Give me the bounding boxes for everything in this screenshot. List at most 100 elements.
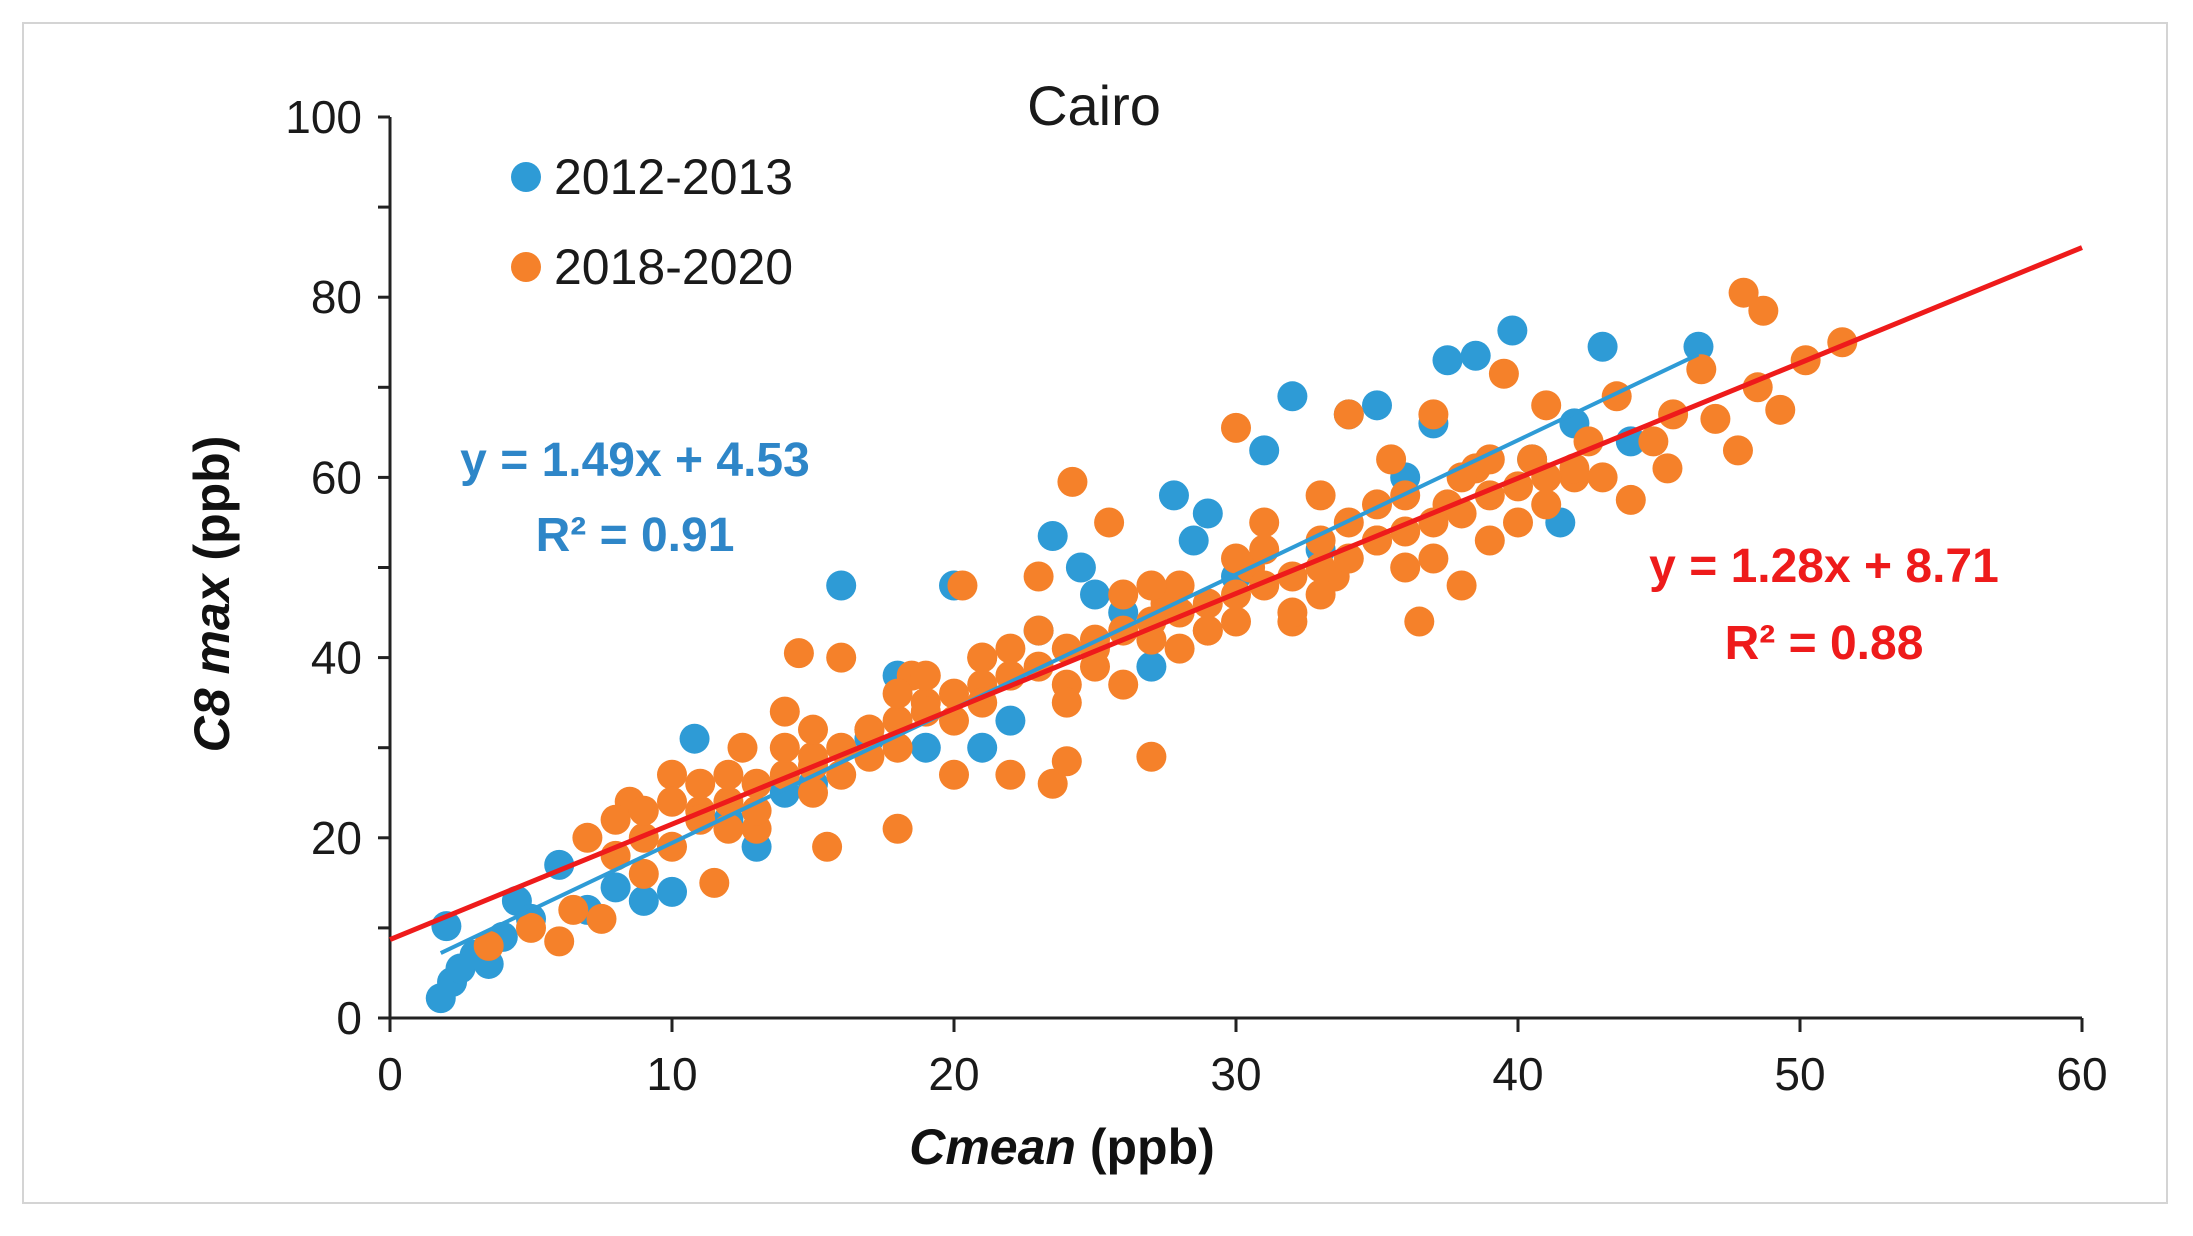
- legend: 2012-2013 2018-2020: [511, 149, 793, 295]
- point-2012-2013: [600, 872, 631, 903]
- point-2018-2020: [1686, 354, 1717, 385]
- point-2018-2020: [769, 696, 800, 727]
- x-tick-label: 50: [1774, 1048, 1825, 1100]
- point-2018-2020: [1136, 741, 1167, 772]
- point-2018-2020: [769, 732, 800, 763]
- point-2018-2020: [995, 633, 1026, 664]
- x-axis-title-italic: Cmean: [909, 1119, 1076, 1175]
- point-2012-2013: [1362, 390, 1392, 421]
- point-2018-2020: [947, 570, 978, 601]
- point-2018-2020: [1722, 435, 1753, 466]
- point-2018-2020: [995, 759, 1026, 790]
- point-2012-2013: [1158, 480, 1189, 511]
- legend-label-2012-2013: 2012-2013: [554, 149, 793, 205]
- point-2012-2013: [1587, 331, 1618, 362]
- point-2018-2020: [826, 642, 857, 673]
- point-2018-2020: [1192, 615, 1223, 646]
- point-2018-2020: [798, 777, 828, 808]
- point-2012-2013: [679, 723, 710, 754]
- y-tick-label: 0: [336, 992, 362, 1044]
- point-2018-2020: [1728, 277, 1759, 308]
- point-2012-2013: [826, 570, 857, 601]
- point-2018-2020: [1652, 453, 1683, 484]
- point-2018-2020: [741, 795, 772, 826]
- point-2018-2020: [1277, 597, 1308, 628]
- point-2018-2020: [727, 732, 758, 763]
- point-2018-2020: [1376, 444, 1407, 475]
- point-2018-2020: [628, 795, 659, 826]
- point-2018-2020: [600, 804, 631, 835]
- x-tick-label: 40: [1492, 1048, 1543, 1100]
- point-2012-2013: [1178, 525, 1209, 556]
- point-2018-2020: [1051, 687, 1082, 718]
- point-2018-2020: [558, 894, 589, 925]
- point-2018-2020: [1080, 651, 1110, 682]
- point-2018-2020: [685, 768, 716, 799]
- point-2012-2013: [967, 732, 998, 763]
- point-2018-2020: [1446, 570, 1477, 601]
- point-2018-2020: [1249, 507, 1280, 538]
- point-2018-2020: [544, 926, 575, 957]
- point-2018-2020: [1638, 426, 1669, 457]
- point-2018-2020: [1023, 615, 1054, 646]
- trendline-2018-2020: [389, 245, 2083, 942]
- point-2012-2013: [1065, 552, 1096, 583]
- point-2018-2020: [1503, 507, 1533, 538]
- x-axis-title-unit: (ppb): [1076, 1119, 1215, 1175]
- point-2018-2020: [657, 759, 687, 790]
- x-axis-title: Cmean (ppb): [909, 1119, 1215, 1175]
- point-2018-2020: [854, 714, 885, 745]
- y-tick-label: 20: [311, 812, 362, 864]
- legend-marker-2018-2020: [511, 252, 541, 282]
- point-2018-2020: [1404, 606, 1435, 637]
- figure-frame: 0 20 40 60 80 100 0 10 20 30 40 50 60 Cairo 2012-201…: [22, 22, 2168, 1204]
- y-tick-label: 100: [285, 91, 362, 143]
- point-2012-2013: [1136, 651, 1167, 682]
- point-2018-2020: [1333, 399, 1364, 430]
- point-2018-2020: [1108, 669, 1139, 700]
- y-tick-label: 40: [311, 632, 362, 684]
- point-2012-2013: [1432, 345, 1463, 376]
- x-tick-label: 60: [2056, 1048, 2107, 1100]
- point-2012-2013: [1460, 340, 1491, 371]
- point-2018-2020: [798, 714, 828, 745]
- point-2012-2013: [1192, 498, 1223, 529]
- point-2018-2020: [1057, 466, 1088, 497]
- point-2018-2020: [1305, 480, 1336, 511]
- chart-title: Cairo: [1027, 74, 1161, 137]
- trendline-2012-2013: [439, 352, 1700, 955]
- axes: 0 20 40 60 80 100 0 10 20 30 40 50 60: [285, 91, 2107, 1100]
- point-2018-2020: [1488, 358, 1519, 389]
- x-tick-label: 30: [1210, 1048, 1261, 1100]
- point-2018-2020: [910, 660, 941, 691]
- x-tick-label: 10: [646, 1048, 697, 1100]
- point-2018-2020: [1051, 746, 1082, 777]
- point-2018-2020: [1136, 570, 1167, 601]
- legend-label-2018-2020: 2018-2020: [554, 239, 793, 295]
- point-2018-2020: [657, 786, 687, 817]
- y-axis-title-unit: (ppb): [184, 436, 240, 575]
- equation-2012-2013: y = 1.49x + 4.53: [460, 434, 810, 487]
- point-2018-2020: [1221, 412, 1251, 443]
- equation-2018-2020: y = 1.28x + 8.71: [1649, 540, 1999, 593]
- point-2018-2020: [699, 867, 730, 898]
- point-2012-2013: [1683, 331, 1714, 362]
- x-tick-label: 20: [928, 1048, 979, 1100]
- point-2018-2020: [967, 642, 998, 673]
- point-2018-2020: [1164, 633, 1195, 664]
- point-2018-2020: [1748, 295, 1779, 326]
- point-2018-2020: [1108, 579, 1139, 610]
- point-2012-2013: [910, 732, 941, 763]
- y-tick-label: 80: [311, 271, 362, 323]
- point-2018-2020: [1164, 570, 1195, 601]
- point-2018-2020: [628, 858, 659, 889]
- point-2018-2020: [1474, 525, 1505, 556]
- point-2018-2020: [1221, 606, 1251, 637]
- point-2018-2020: [1037, 768, 1068, 799]
- point-2018-2020: [1094, 507, 1125, 538]
- point-2018-2020: [572, 822, 603, 853]
- point-2018-2020: [826, 732, 857, 763]
- scatter-chart: 0 20 40 60 80 100 0 10 20 30 40 50 60 Cairo 2012-201…: [184, 74, 2108, 1175]
- point-2018-2020: [1700, 403, 1731, 434]
- point-2018-2020: [1390, 552, 1421, 583]
